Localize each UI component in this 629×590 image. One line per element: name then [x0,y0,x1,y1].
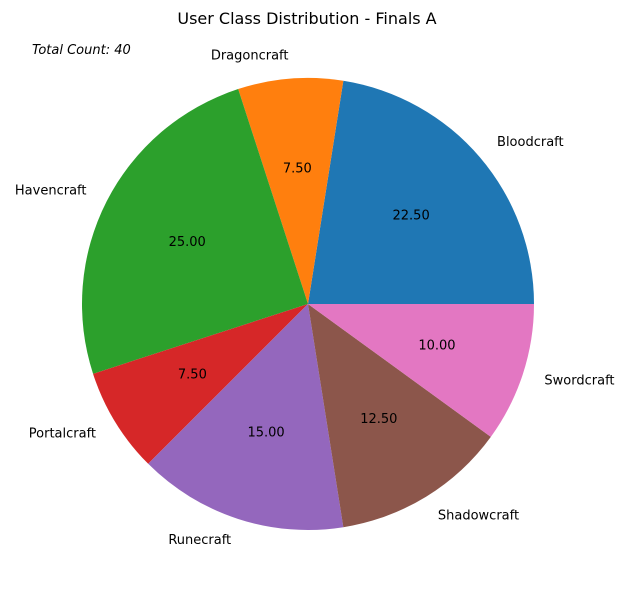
pie-slices [82,78,534,530]
slice-label-portalcraft: Portalcraft [29,426,96,441]
pie-slice-bloodcraft [308,80,534,304]
slice-label-shadowcraft: Shadowcraft [438,508,519,523]
total-count-annotation: Total Count: 40 [32,43,131,58]
pie-slice-runecraft [148,304,344,530]
value-label-shadowcraft: 12.50 [360,412,397,427]
pie-slice-shadowcraft [308,304,491,528]
pie-slice-portalcraft [93,304,309,464]
slice-label-swordcraft: Swordcraft [544,373,614,388]
pie-slice-havencraft [82,89,308,374]
pie-labels: Bloodcraft 22.50 Dragoncraft 7.50 Havencraft… [15,49,615,548]
pie-slice-dragoncraft [238,78,344,305]
slice-label-dragoncraft: Dragoncraft [211,49,289,64]
value-label-portalcraft: 7.50 [178,367,207,382]
slice-label-runecraft: Runecraft [168,533,231,548]
value-label-swordcraft: 10.00 [418,338,455,353]
value-label-bloodcraft: 22.50 [393,208,430,223]
value-label-havencraft: 25.00 [169,235,206,250]
slice-label-havencraft: Havencraft [15,184,87,199]
value-label-dragoncraft: 7.50 [283,161,312,176]
slice-label-bloodcraft: Bloodcraft [497,135,564,150]
value-label-runecraft: 15.00 [247,425,284,440]
pie-slice-swordcraft [308,304,534,437]
chart-title: User Class Distribution - Finals A [177,9,436,28]
